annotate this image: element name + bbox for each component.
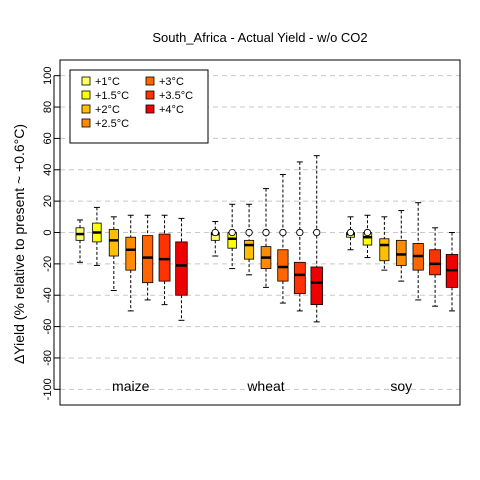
y-tick-label: -40 [42,287,54,303]
y-axis-label: ΔYield (% relative to present ~ +0.6°C) [11,124,27,364]
legend-swatch [81,90,91,100]
y-tick-label: 0 [42,229,54,235]
reference-point [313,228,321,237]
y-tick-label: -20 [42,256,54,272]
y-tick-label: 20 [42,195,54,207]
reference-point [296,228,304,237]
legend-swatch [145,76,155,86]
reference-point [346,228,355,237]
box [379,238,390,262]
group-label: soy [390,378,412,394]
legend-swatch [81,118,91,128]
box [142,235,154,284]
box [310,266,323,306]
legend-swatch [81,76,91,86]
legend-label: +1.5°C [95,90,129,102]
box [395,239,407,266]
boxplots [75,155,459,323]
legend-label: +1°C [95,76,120,88]
group-label: wheat [246,378,284,394]
y-tick-label: -60 [42,319,54,335]
legend-label: +4°C [159,104,184,116]
reference-point [279,228,287,237]
reference-point [245,228,253,237]
box [429,249,441,276]
plot-frame [59,59,461,406]
box [125,236,137,271]
legend-swatch [81,104,91,114]
box [244,239,255,260]
group-labels: maize wheat soy [112,378,412,394]
chart-title: South_Africa - Actual Yield - w/o CO2 [152,30,367,45]
legend-swatch [145,104,155,114]
box [293,261,306,295]
box [277,249,289,282]
legend-box [69,69,209,144]
y-tick-label: 100 [42,67,54,85]
group-label: maize [112,378,150,394]
legend-label: +3°C [159,76,184,88]
legend: +1°C +1.5°C +2°C +2.5°C +3°C +3.5°C +4°C [69,69,209,144]
legend-label: +2°C [95,104,120,116]
reference-point [262,228,270,237]
box [158,233,171,282]
box [108,228,119,257]
legend-label: +2.5°C [95,118,129,130]
y-tick-label: -80 [42,350,54,366]
y-tick-label: 60 [42,132,54,144]
y-tick-label: 40 [42,164,54,176]
reference-point [211,228,219,237]
y-tick-label: -100 [42,378,54,400]
legend-label: +3.5°C [159,90,193,102]
box [175,241,188,296]
reference-point [228,228,236,237]
reference-point [363,228,372,237]
y-axis: -100 -80 -60 -40 -20 0 20 40 60 80 100 [42,67,60,400]
y-tick-label: 80 [42,101,54,113]
legend-swatch [145,90,155,100]
